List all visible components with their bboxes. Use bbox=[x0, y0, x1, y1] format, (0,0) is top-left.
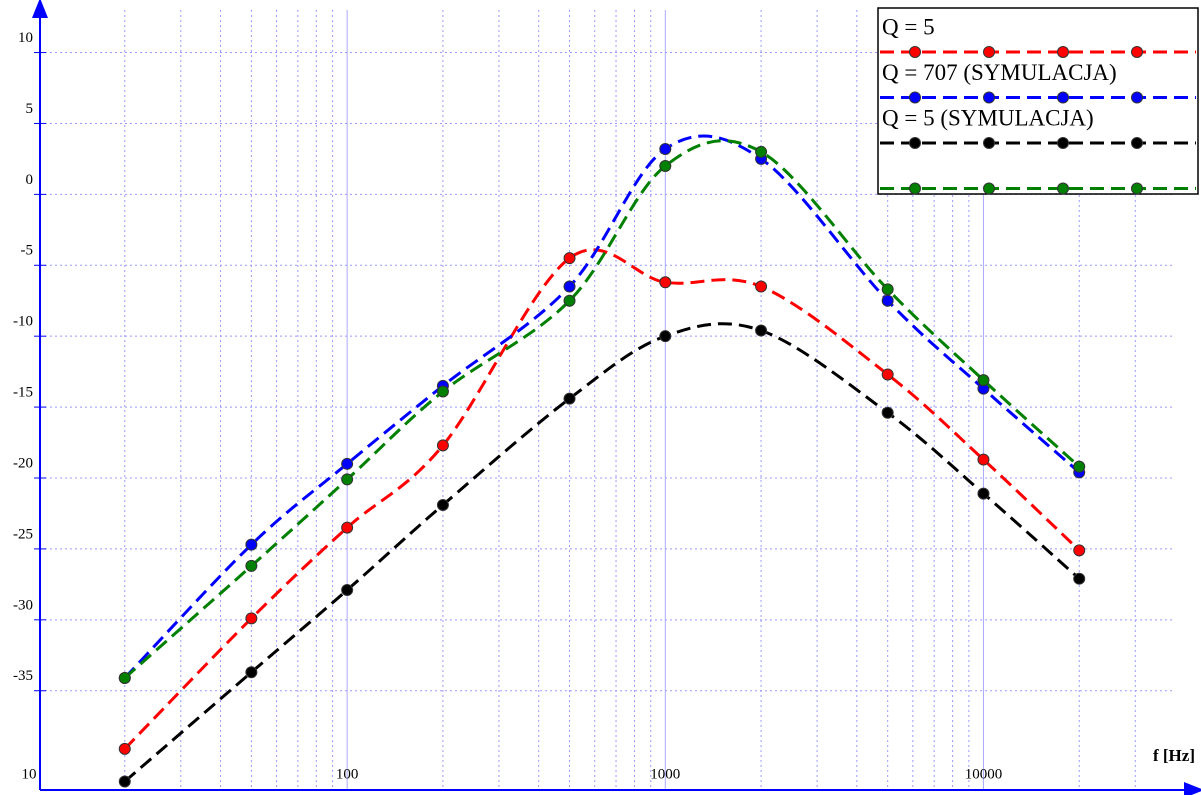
data-point bbox=[755, 280, 768, 293]
series-line bbox=[123, 139, 1081, 680]
y-tick-label: 0 bbox=[26, 172, 34, 188]
x-tick-label: 10000 bbox=[965, 766, 1003, 782]
x-axis-label: f [Hz] bbox=[1153, 746, 1195, 765]
data-point bbox=[436, 498, 449, 511]
data-point bbox=[977, 374, 990, 387]
legend-marker bbox=[1131, 91, 1143, 104]
y-tick-label: -35 bbox=[13, 668, 33, 684]
data-point bbox=[659, 276, 672, 289]
data-point bbox=[977, 487, 990, 500]
data-point bbox=[245, 559, 258, 572]
legend-marker bbox=[909, 182, 921, 195]
y-tick-label: 10 bbox=[18, 30, 33, 46]
y-tick-label: -5 bbox=[21, 243, 34, 259]
legend-marker bbox=[1057, 91, 1069, 104]
legend-marker bbox=[909, 46, 921, 58]
y-tick-label: -20 bbox=[13, 455, 33, 471]
data-point bbox=[1073, 544, 1086, 557]
data-point bbox=[118, 671, 131, 684]
data-point bbox=[659, 142, 672, 155]
data-point bbox=[659, 160, 672, 172]
data-point bbox=[341, 473, 354, 486]
x-tick-label: 100 bbox=[336, 766, 359, 782]
legend-label: Q = 707 (SYMULACJA) bbox=[882, 60, 1117, 85]
legend-marker bbox=[1057, 182, 1069, 195]
data-point bbox=[755, 145, 768, 158]
y-tick-label: -30 bbox=[13, 597, 33, 613]
y-tick-label: -15 bbox=[13, 385, 33, 401]
legend-marker bbox=[983, 182, 995, 195]
legend-marker bbox=[1131, 182, 1143, 195]
data-point bbox=[563, 392, 576, 405]
data-point bbox=[659, 330, 672, 343]
data-point bbox=[563, 294, 576, 307]
series-line bbox=[123, 248, 1081, 750]
legend-label: Q = 5 bbox=[882, 14, 935, 39]
legend-marker bbox=[1057, 46, 1069, 58]
data-point bbox=[755, 324, 768, 337]
data-point bbox=[118, 775, 131, 788]
data-point bbox=[341, 521, 354, 534]
legend-box bbox=[877, 7, 1199, 195]
legend-label: Q = 5 (SYMULACJA) bbox=[882, 105, 1094, 130]
legend-marker bbox=[909, 137, 921, 149]
y-tick-label: -25 bbox=[13, 526, 33, 542]
series-line bbox=[123, 322, 1081, 783]
data-point bbox=[245, 666, 258, 679]
legend-marker bbox=[909, 91, 921, 104]
data-point bbox=[977, 453, 990, 466]
data-point bbox=[341, 584, 354, 597]
data-point bbox=[1073, 572, 1086, 585]
legend-marker bbox=[983, 91, 995, 104]
y-tick-label: 5 bbox=[26, 101, 34, 117]
data-point bbox=[563, 252, 576, 265]
data-point bbox=[245, 538, 258, 551]
data-point bbox=[563, 280, 576, 293]
data-point bbox=[118, 742, 131, 755]
data-point bbox=[436, 439, 449, 452]
data-point bbox=[881, 368, 894, 381]
data-point bbox=[341, 457, 354, 470]
data-point bbox=[436, 385, 449, 398]
legend-marker bbox=[1131, 137, 1143, 149]
series-line bbox=[123, 134, 1081, 679]
y-tick-label: -10 bbox=[13, 314, 33, 330]
data-point bbox=[881, 283, 894, 296]
legend-marker bbox=[1131, 46, 1143, 58]
data-point bbox=[881, 294, 894, 307]
legend-marker bbox=[1057, 137, 1069, 149]
data-point bbox=[1073, 460, 1086, 473]
data-point bbox=[881, 406, 894, 419]
data-point bbox=[245, 612, 258, 625]
legend-marker bbox=[983, 137, 995, 149]
x-tick-label: 1000 bbox=[650, 766, 680, 782]
x-tick-label: 10 bbox=[22, 766, 37, 782]
legend-marker bbox=[983, 46, 995, 58]
